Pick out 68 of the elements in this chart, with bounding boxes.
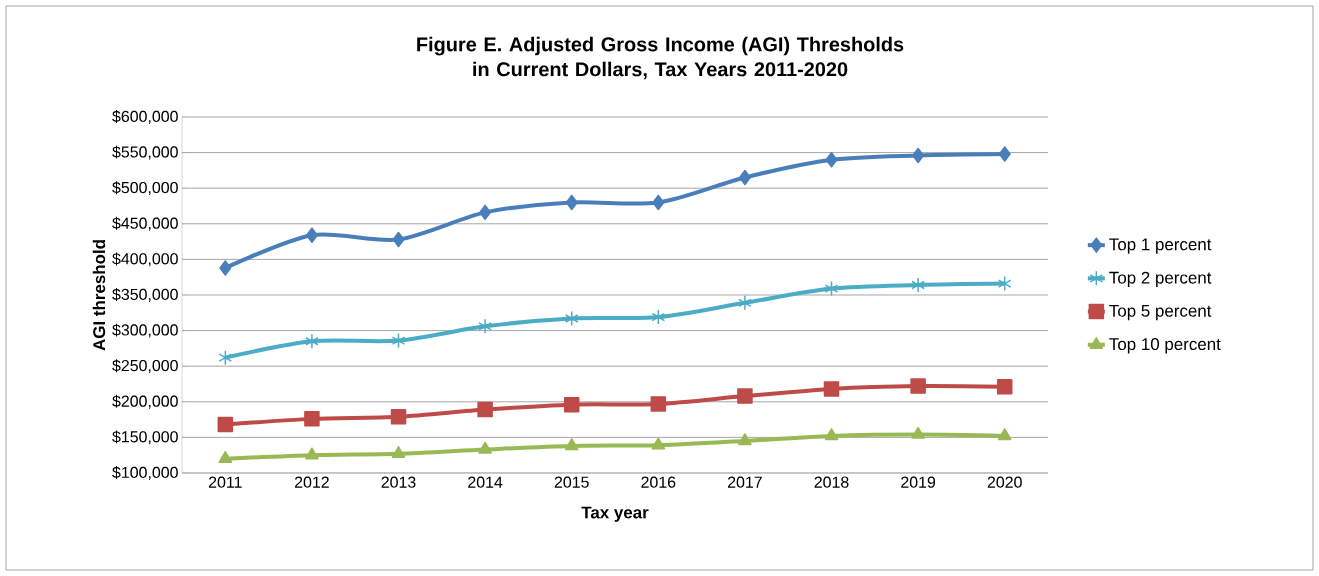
y-tick-label: $550,000 xyxy=(112,145,178,160)
point xyxy=(390,408,407,425)
point xyxy=(564,310,579,327)
point xyxy=(219,260,232,276)
y-tick-label: $250,000 xyxy=(112,359,178,374)
point xyxy=(651,437,666,450)
x-tick-label: 2018 xyxy=(814,476,849,488)
point xyxy=(304,411,320,427)
point xyxy=(737,388,753,404)
y-tick-label: $350,000 xyxy=(112,288,178,302)
point xyxy=(478,441,492,454)
point xyxy=(391,332,406,349)
y-tick-label: $400,000 xyxy=(112,252,178,267)
point xyxy=(824,428,839,441)
y-axis-title: AGI threshold xyxy=(92,240,106,351)
point xyxy=(305,227,318,243)
point xyxy=(911,426,925,439)
point xyxy=(997,275,1012,292)
point xyxy=(996,379,1013,395)
legend-label: Top 1 percent xyxy=(1109,238,1212,254)
y-tick-label: $450,000 xyxy=(112,216,178,231)
legend-label: Top 2 percent xyxy=(1109,271,1212,288)
x-tick-label: 2020 xyxy=(987,476,1022,488)
legend-label: Top 5 percent xyxy=(1109,304,1212,321)
x-tick-label: 2015 xyxy=(554,476,589,488)
x-tick-label: 2014 xyxy=(468,476,503,488)
point xyxy=(912,147,925,164)
point xyxy=(738,433,752,446)
chart-title: Figure E. Adjusted Gross Income (AGI) Thresholds in Current Dollars, Tax Years 2011-2020 xyxy=(417,36,904,80)
point xyxy=(564,438,579,451)
point xyxy=(563,396,580,413)
point xyxy=(738,295,752,311)
point xyxy=(565,194,578,211)
point xyxy=(998,146,1011,162)
point xyxy=(738,169,751,186)
point xyxy=(305,447,319,460)
x-tick-label: 2019 xyxy=(901,476,936,488)
legend-label: Top 10 percent xyxy=(1109,338,1221,354)
y-tick-label: $600,000 xyxy=(112,110,178,124)
point xyxy=(217,416,234,433)
point xyxy=(825,151,838,168)
point xyxy=(392,231,405,248)
point xyxy=(218,451,233,463)
point xyxy=(823,381,840,397)
x-tick-label: 2013 xyxy=(381,476,416,488)
x-tick-label: 2016 xyxy=(641,476,676,488)
point xyxy=(650,396,667,412)
x-tick-label: 2012 xyxy=(294,476,329,488)
point xyxy=(911,277,925,293)
x-axis-title: Tax year xyxy=(581,506,649,522)
point xyxy=(478,318,492,335)
y-tick-label: $100,000 xyxy=(112,466,178,480)
point xyxy=(477,401,493,418)
x-tick-label: 2017 xyxy=(727,476,762,488)
point xyxy=(305,333,319,350)
y-tick-label: $200,000 xyxy=(112,394,178,409)
point xyxy=(479,204,492,221)
y-tick-label: $150,000 xyxy=(112,430,178,445)
point xyxy=(910,378,926,394)
point xyxy=(997,428,1012,441)
point xyxy=(218,349,233,366)
point xyxy=(391,446,406,459)
x-tick-label: 2011 xyxy=(208,476,242,488)
point xyxy=(652,194,665,211)
point xyxy=(824,280,839,297)
y-tick-label: $300,000 xyxy=(112,323,178,338)
y-tick-label: $500,000 xyxy=(112,181,178,196)
point xyxy=(651,309,666,325)
